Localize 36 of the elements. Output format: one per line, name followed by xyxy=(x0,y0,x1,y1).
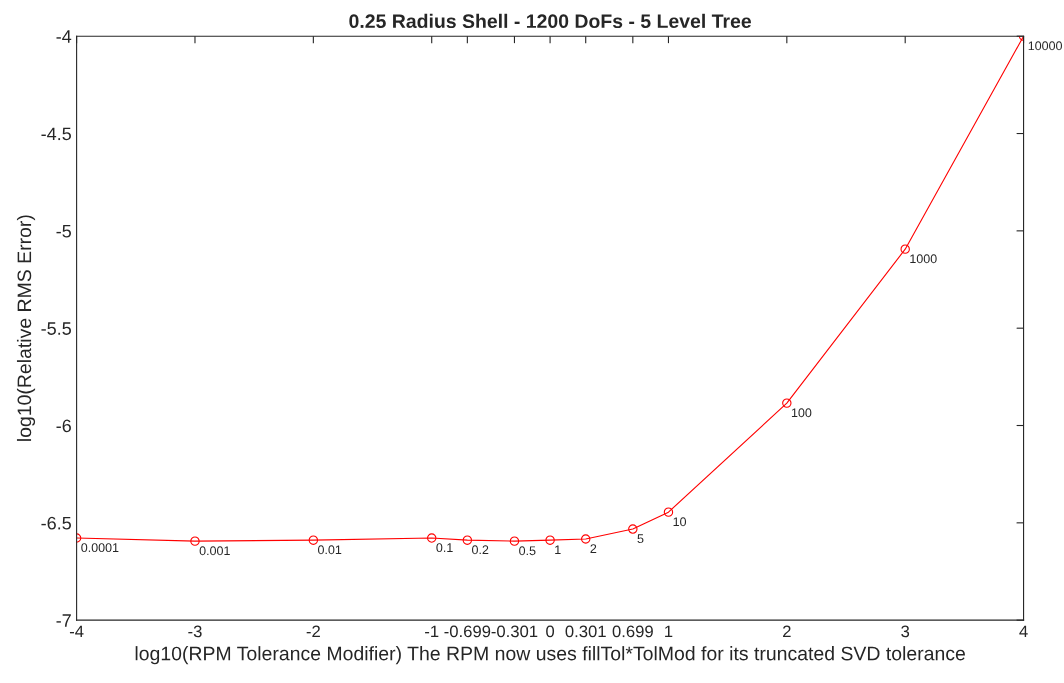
y-tick-label: -5 xyxy=(56,224,71,238)
x-tick-label: -2 xyxy=(306,625,320,638)
x-tick-label: -1 xyxy=(425,625,439,638)
chart-title: 0.25 Radius Shell - 1200 DoFs - 5 Level Tree xyxy=(349,13,751,29)
y-tick-label: -5.5 xyxy=(41,322,71,335)
y-axis-title: log10(Relative RMS Error) xyxy=(16,215,36,441)
x-tick-label: 1 xyxy=(665,625,673,638)
x-tick-label: 2 xyxy=(783,625,791,638)
annotation: 0.5 xyxy=(519,546,536,556)
annotation: 2 xyxy=(590,544,597,553)
x-tick-label: -0.301 xyxy=(491,625,538,638)
annotation: 5 xyxy=(637,534,644,544)
y-tick-label: -6 xyxy=(56,419,71,433)
x-tick-label: 0 xyxy=(546,625,555,638)
x-tick-label: 0.699 xyxy=(612,625,653,638)
annotation: 100 xyxy=(791,408,812,418)
annotation: 0.001 xyxy=(199,546,230,556)
y-tick-label: -6.5 xyxy=(41,516,71,530)
x-tick-label: 3 xyxy=(901,625,910,638)
annotation: 10 xyxy=(673,517,687,527)
x-tick-label: 0.301 xyxy=(565,625,606,638)
x-axis-title: log10(RPM Tolerance Modifier) The RPM now uses fillTol*TolMod for its truncated SVD tolerance xyxy=(135,646,965,665)
annotation: 10000 xyxy=(1028,41,1063,51)
annotation: 1 xyxy=(555,545,561,555)
annotation: 0.0001 xyxy=(81,543,119,553)
y-tick-label: -4 xyxy=(56,30,72,43)
annotation: 0.1 xyxy=(436,543,453,553)
x-tick-label: -3 xyxy=(188,625,202,638)
y-tick-label: -7 xyxy=(56,614,71,627)
annotation: 0.2 xyxy=(472,545,489,555)
x-tick-label: -4 xyxy=(69,625,84,638)
x-tick-label: 4 xyxy=(1019,625,1028,638)
y-tick-label: -4.5 xyxy=(41,127,71,141)
x-tick-label: -0.699 xyxy=(444,625,491,638)
annotation: 0.01 xyxy=(318,545,342,555)
annotation: 1000 xyxy=(910,254,937,264)
